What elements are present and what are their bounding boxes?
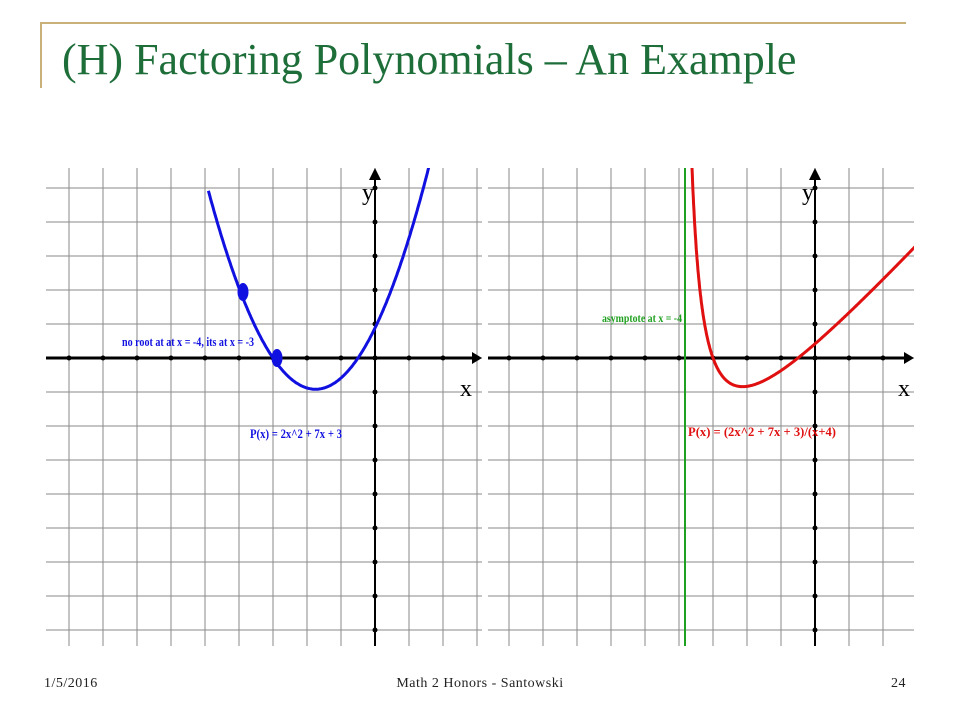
x-tick bbox=[474, 355, 480, 361]
x-tick bbox=[406, 355, 412, 361]
x-tick bbox=[202, 355, 208, 361]
left-root-annotation: no root at at x = -4, its at x = -3 bbox=[122, 334, 254, 349]
slide-frame-left bbox=[40, 22, 42, 88]
left-grid bbox=[46, 168, 482, 646]
y-tick bbox=[812, 423, 818, 429]
y-tick bbox=[812, 355, 818, 361]
footer-course: Math 2 Honors - Santowski bbox=[396, 676, 564, 691]
footer-page-number: 24 bbox=[891, 676, 906, 691]
y-tick bbox=[372, 287, 378, 293]
y-tick bbox=[372, 457, 378, 463]
left-axes bbox=[46, 168, 482, 646]
y-tick bbox=[372, 559, 378, 565]
x-tick bbox=[440, 355, 446, 361]
y-tick bbox=[812, 321, 818, 327]
y-tick bbox=[372, 525, 378, 531]
y-tick bbox=[812, 457, 818, 463]
x-tick bbox=[168, 355, 174, 361]
y-tick bbox=[812, 389, 818, 395]
y-tick bbox=[372, 593, 378, 599]
y-tick bbox=[372, 253, 378, 259]
right-y-axis-label: y bbox=[802, 180, 814, 206]
y-tick bbox=[812, 219, 818, 225]
x-tick bbox=[236, 355, 242, 361]
y-tick bbox=[372, 389, 378, 395]
footer-date: 1/5/2016 bbox=[44, 676, 98, 691]
left-function-label: P(x) = 2x^2 + 7x + 3 bbox=[250, 426, 342, 441]
x-tick bbox=[778, 355, 784, 361]
x-tick bbox=[100, 355, 106, 361]
y-tick bbox=[812, 253, 818, 259]
x-tick bbox=[642, 355, 648, 361]
left-graph: y x no root at at x = -4, its at x = -3 … bbox=[46, 168, 482, 646]
point-x-minus-4 bbox=[237, 283, 249, 301]
right-function-label: P(x) = (2x^2 + 7x + 3)/(x+4) bbox=[688, 424, 836, 439]
x-tick bbox=[574, 355, 580, 361]
x-tick bbox=[506, 355, 512, 361]
x-tick bbox=[304, 355, 310, 361]
point-x-minus-3 bbox=[271, 349, 283, 367]
y-axis-arrow bbox=[369, 168, 381, 180]
right-grid bbox=[488, 168, 914, 646]
y-tick bbox=[812, 593, 818, 599]
y-tick bbox=[812, 525, 818, 531]
y-tick bbox=[372, 355, 378, 361]
x-tick bbox=[338, 355, 344, 361]
y-tick bbox=[372, 423, 378, 429]
x-tick bbox=[540, 355, 546, 361]
x-tick bbox=[846, 355, 852, 361]
x-axis-arrow bbox=[904, 352, 914, 364]
rational-curve-right-branch bbox=[690, 168, 914, 389]
y-tick bbox=[812, 491, 818, 497]
y-tick bbox=[812, 287, 818, 293]
slide-title: (H) Factoring Polynomials – An Example bbox=[62, 35, 797, 84]
x-tick bbox=[744, 355, 750, 361]
right-axes bbox=[488, 168, 914, 646]
left-y-axis-label: y bbox=[362, 180, 374, 206]
y-tick bbox=[812, 559, 818, 565]
y-tick bbox=[372, 627, 378, 633]
slide-frame-top bbox=[40, 22, 906, 24]
parabola-curve bbox=[206, 168, 431, 391]
x-tick bbox=[134, 355, 140, 361]
left-x-axis-label: x bbox=[460, 376, 472, 402]
x-tick bbox=[66, 355, 72, 361]
y-tick bbox=[812, 627, 818, 633]
right-graph: y x asymptote at x = -4 P(x) = (2x^2 + 7… bbox=[488, 168, 914, 646]
x-tick bbox=[608, 355, 614, 361]
y-tick bbox=[372, 491, 378, 497]
y-tick bbox=[812, 185, 818, 191]
x-tick bbox=[880, 355, 886, 361]
y-axis-arrow bbox=[809, 168, 821, 180]
y-tick bbox=[372, 185, 378, 191]
x-tick bbox=[676, 355, 682, 361]
y-tick bbox=[372, 219, 378, 225]
asymptote-annotation: asymptote at x = -4 bbox=[602, 311, 682, 325]
right-x-axis-label: x bbox=[898, 376, 910, 402]
